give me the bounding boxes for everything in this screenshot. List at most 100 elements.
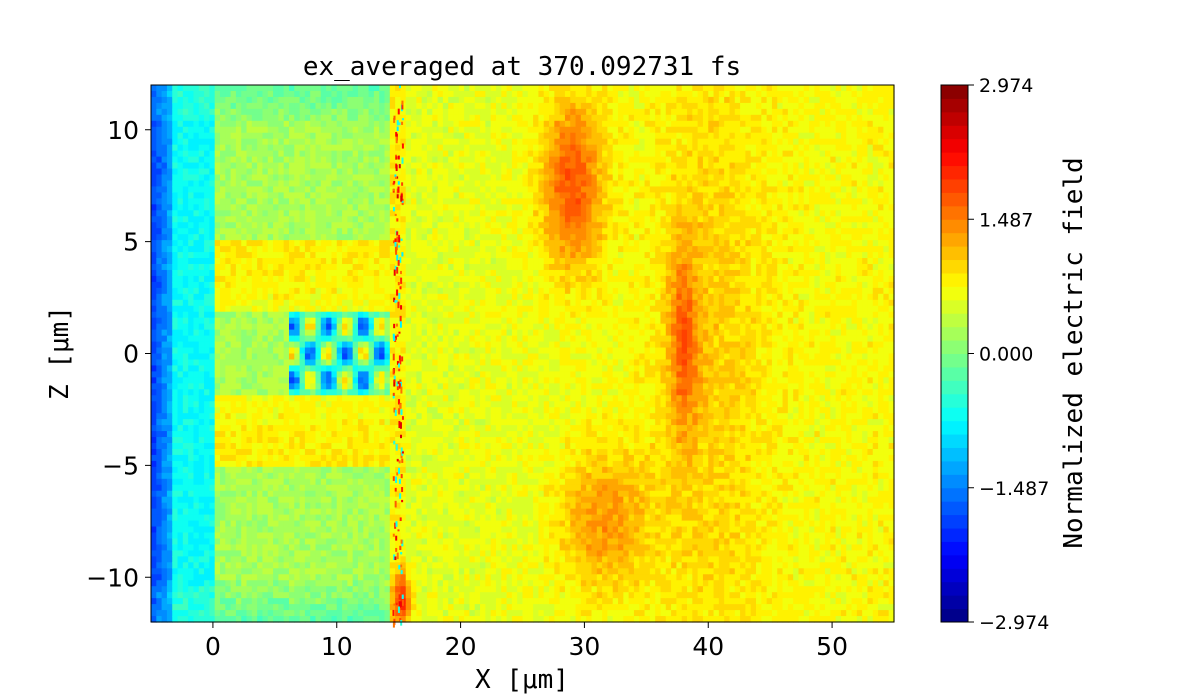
- heatmap-cell: [342, 252, 348, 259]
- heatmap-cell: [352, 234, 359, 241]
- heatmap-cell: [214, 526, 221, 534]
- heatmap-cell: [421, 90, 428, 98]
- heatmap-cell: [320, 311, 327, 319]
- heatmap-cell: [193, 443, 200, 450]
- heatmap-cell: [315, 210, 322, 217]
- heatmap-cell: [214, 156, 221, 164]
- heatmap-cell: [235, 616, 242, 623]
- heatmap-cell: [432, 448, 439, 456]
- heatmap-cell: [405, 437, 412, 444]
- heatmap-cell: [389, 532, 396, 540]
- heatmap-cell: [257, 568, 264, 575]
- heatmap-cell: [368, 347, 375, 355]
- heatmap-cell: [357, 180, 364, 188]
- heatmap-cell: [225, 216, 232, 223]
- heatmap-cell: [331, 204, 338, 211]
- heatmap-cell: [384, 264, 391, 271]
- heatmap-cell: [405, 604, 412, 611]
- heatmap-cell: [219, 168, 226, 176]
- heatmap-cell: [182, 299, 189, 307]
- heatmap-cell: [384, 586, 391, 593]
- heatmap-cell: [151, 616, 157, 623]
- heatmap-cell: [336, 287, 343, 295]
- heatmap-cell: [283, 264, 290, 271]
- heatmap-cell: [161, 353, 168, 361]
- heatmap-cell: [188, 222, 195, 229]
- heatmap-cell: [235, 395, 242, 402]
- heatmap-cell: [395, 222, 402, 229]
- heatmap-cell: [326, 192, 333, 199]
- heatmap-cell: [310, 562, 317, 569]
- heatmap-cell: [219, 186, 226, 193]
- heatmap-cell: [304, 198, 311, 205]
- heatmap-cell: [342, 490, 348, 498]
- heatmap-cell: [225, 329, 232, 337]
- heatmap-cell: [342, 150, 348, 158]
- heatmap-cell: [235, 365, 242, 372]
- heatmap-cell: [395, 371, 402, 378]
- heatmap-cell: [437, 216, 444, 223]
- heatmap-cell: [156, 144, 163, 152]
- heatmap-cell: [177, 347, 184, 355]
- heatmap-cell: [405, 496, 412, 504]
- heatmap-cell: [257, 574, 264, 581]
- heatmap-cell: [432, 526, 439, 534]
- heatmap-cell: [230, 490, 237, 498]
- heatmap-cell: [421, 484, 428, 492]
- heatmap-cell: [188, 192, 195, 199]
- heatmap-cell: [437, 323, 444, 331]
- heatmap-cell: [262, 317, 269, 325]
- heatmap-cell: [161, 240, 168, 247]
- heatmap-cell: [395, 574, 402, 581]
- heatmap-cell: [267, 114, 274, 122]
- heatmap-cell: [442, 85, 449, 92]
- heatmap-cell: [331, 448, 338, 456]
- heatmap-cell: [405, 317, 412, 325]
- heatmap-cell: [198, 90, 205, 98]
- heatmap-cell: [411, 586, 417, 593]
- heatmap-cell: [188, 502, 195, 510]
- heatmap-cell: [299, 329, 306, 337]
- heatmap-cell: [193, 168, 200, 176]
- heatmap-cell: [209, 353, 216, 361]
- heatmap-cell: [416, 186, 423, 193]
- heatmap-cell: [405, 96, 412, 104]
- heatmap-cell: [235, 437, 242, 444]
- heatmap-cell: [273, 478, 279, 486]
- heatmap-cell: [395, 287, 402, 295]
- heatmap-cell: [320, 383, 327, 390]
- heatmap-cell: [304, 616, 311, 623]
- heatmap-cell: [235, 472, 242, 480]
- heatmap-cell: [336, 102, 343, 110]
- heatmap-cell: [411, 329, 417, 337]
- heatmap-cell: [209, 108, 216, 116]
- heatmap-cell: [310, 359, 317, 367]
- heatmap-cell: [331, 514, 338, 522]
- heatmap-cell: [373, 222, 380, 229]
- heatmap-cell: [246, 240, 253, 247]
- heatmap-cell: [357, 425, 364, 432]
- heatmap-cell: [172, 389, 179, 396]
- heatmap-cell: [182, 174, 189, 182]
- heatmap-cell: [161, 443, 168, 450]
- heatmap-cell: [193, 287, 200, 295]
- heatmap-cell: [278, 222, 285, 229]
- heatmap-cell: [336, 156, 343, 164]
- heatmap-cell: [421, 508, 428, 516]
- heatmap-cell: [432, 347, 439, 355]
- heatmap-cell: [299, 132, 306, 140]
- heatmap-cell: [166, 592, 173, 599]
- heatmap-cell: [294, 448, 301, 456]
- heatmap-cell: [198, 222, 205, 229]
- heatmap-cell: [326, 466, 333, 474]
- heatmap-cell: [257, 443, 264, 450]
- heatmap-cell: [315, 120, 322, 128]
- heatmap-cell: [411, 275, 417, 283]
- heatmap-cell: [304, 574, 311, 581]
- heatmap-cell: [347, 114, 354, 122]
- heatmap-cell: [299, 264, 306, 271]
- heatmap-cell: [166, 604, 173, 611]
- heatmap-cell: [432, 550, 439, 557]
- heatmap-cell: [342, 323, 348, 331]
- heatmap-cell: [405, 526, 412, 534]
